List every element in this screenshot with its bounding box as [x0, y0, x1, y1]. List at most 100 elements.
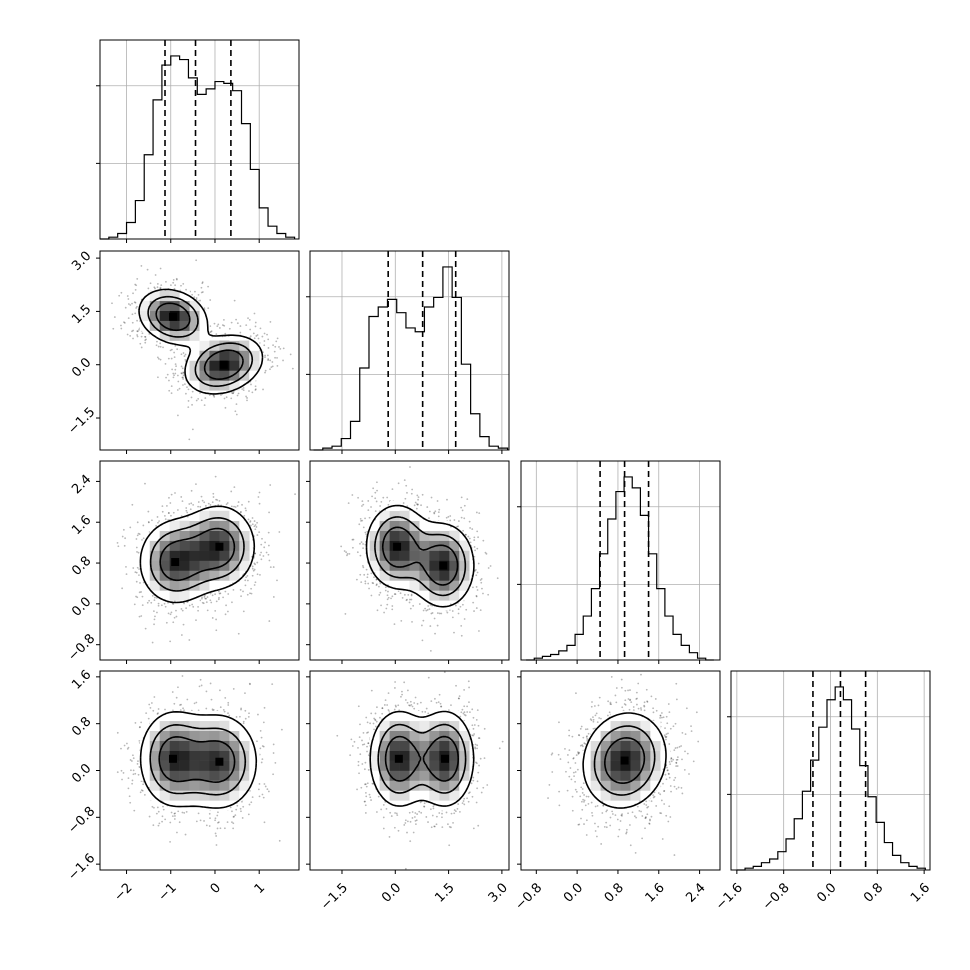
sample-point: [232, 827, 235, 830]
sample-point: [453, 519, 456, 521]
sample-point: [231, 821, 233, 823]
sample-point: [659, 793, 662, 796]
sample-point: [222, 596, 224, 599]
sample-point: [258, 783, 261, 785]
x-tick-label-3-0: −1.6: [713, 880, 746, 913]
sample-point: [620, 686, 623, 689]
sample-point: [170, 284, 172, 287]
sample-point: [230, 490, 233, 493]
sample-point: [390, 597, 392, 600]
sample-point: [447, 823, 449, 826]
sample-point: [457, 803, 460, 805]
sample-point: [665, 715, 668, 718]
sample-point: [587, 803, 590, 805]
hist2d-cell: [630, 720, 641, 731]
sample-point: [365, 795, 368, 798]
sample-point: [404, 497, 407, 500]
sample-point: [267, 347, 270, 349]
sample-point: [184, 358, 187, 361]
sample-point: [172, 621, 175, 624]
sample-point: [140, 265, 143, 267]
sample-point: [428, 510, 431, 513]
sample-point: [132, 292, 134, 295]
hist2d-cell: [419, 740, 430, 751]
sample-point: [482, 539, 485, 542]
sample-point: [240, 810, 242, 813]
hist2d-cell: [179, 570, 190, 581]
sample-point: [648, 822, 651, 825]
sample-point: [413, 702, 416, 704]
hist2d-cell: [399, 740, 410, 751]
sample-point: [140, 721, 143, 724]
hist2d-cell: [409, 760, 420, 771]
hist2d-cell: [199, 750, 210, 761]
sample-point: [238, 715, 241, 718]
sample-point: [379, 716, 381, 719]
sample-point: [235, 318, 237, 321]
sample-point: [581, 788, 584, 790]
hist2d-cell: [209, 760, 220, 771]
sample-point: [215, 629, 218, 632]
hist2d-cell: [409, 720, 420, 731]
sample-point: [217, 811, 219, 814]
sample-point: [364, 582, 367, 585]
sample-point: [594, 727, 596, 730]
sample-point: [374, 712, 377, 715]
hist2d-cell: [209, 800, 220, 811]
sample-point: [253, 562, 256, 565]
sample-point: [359, 518, 362, 520]
sample-point: [451, 610, 454, 612]
hist2d-cell: [209, 780, 220, 791]
hist2d-cell: [239, 770, 250, 781]
sample-point: [120, 327, 123, 330]
sample-point: [375, 584, 378, 587]
hist2d-cell: [650, 780, 661, 791]
sample-point: [475, 761, 477, 764]
sample-point: [157, 712, 159, 715]
sample-point: [182, 384, 184, 386]
hist2d-cell: [159, 550, 170, 561]
hist2d-cell: [439, 520, 450, 531]
sample-point: [370, 712, 373, 715]
hist2d-cell: [379, 720, 390, 731]
hist2d-cell: [459, 770, 470, 781]
hist2d-cell: [379, 750, 390, 761]
contour-line: [139, 711, 258, 809]
sample-point: [456, 525, 458, 528]
sample-point: [226, 821, 229, 824]
hist2d-cell: [399, 730, 410, 741]
sample-point: [112, 327, 115, 330]
sample-point: [262, 555, 265, 557]
sample-point: [208, 825, 211, 827]
hist2d-cell: [169, 580, 180, 591]
sample-point: [371, 495, 373, 498]
sample-point: [182, 376, 184, 379]
y-tick-label-2-0: −0.8: [65, 631, 98, 664]
hist2d-cell: [169, 720, 180, 731]
hist2d-cell: [199, 560, 210, 571]
sample-point: [152, 824, 155, 827]
sample-point: [168, 379, 170, 382]
sample-point: [462, 529, 464, 532]
sample-point: [692, 760, 695, 763]
hist2d-cell: [189, 540, 200, 551]
hist2d-cell: [229, 350, 240, 361]
sample-point: [465, 608, 468, 611]
sample-point: [570, 778, 573, 781]
sample-point: [264, 785, 267, 788]
sample-point: [224, 613, 227, 616]
sample-point: [357, 760, 360, 763]
sample-point: [230, 505, 233, 508]
sample-point: [282, 347, 285, 350]
sample-point: [429, 649, 432, 652]
sample-point: [680, 745, 683, 747]
sample-point: [640, 709, 643, 711]
x-tick-label-3-2: 0.0: [814, 880, 839, 905]
hist2d-cell: [149, 770, 160, 781]
sample-point: [667, 772, 670, 775]
sample-point: [402, 502, 405, 504]
sample-point: [652, 796, 655, 799]
sample-point: [486, 784, 489, 786]
sample-point: [120, 324, 122, 327]
hist-panel-0: [96, 39, 300, 243]
